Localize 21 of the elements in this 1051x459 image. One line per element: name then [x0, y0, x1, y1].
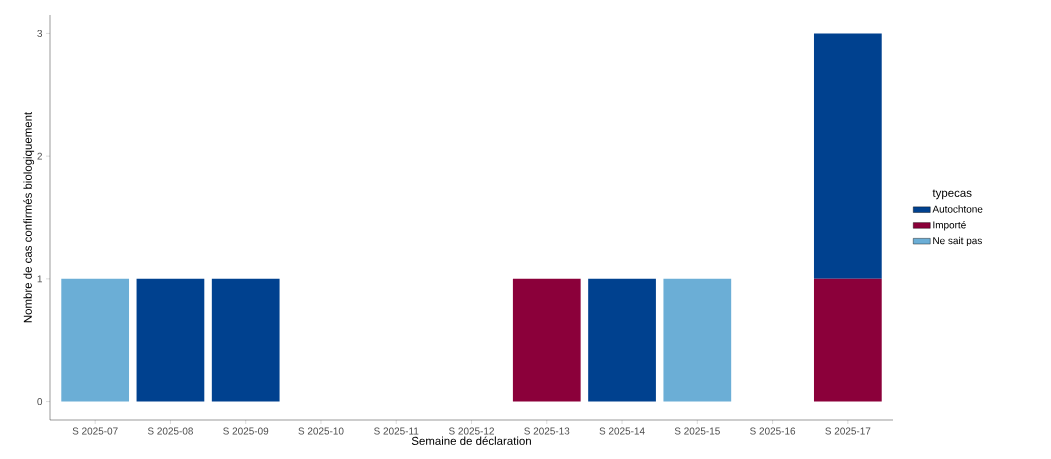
y-tick-label: 1 — [37, 275, 42, 283]
x-tick-label: S 2025-07 — [72, 427, 118, 435]
x-tick-label: S 2025-15 — [674, 427, 720, 435]
x-tick-label: S 2025-12 — [448, 427, 494, 435]
x-tick-label: S 2025-09 — [223, 427, 269, 435]
x-tick-label: S 2025-10 — [298, 427, 344, 435]
y-axis-title: Nombre de cas confirmés biologiquement — [23, 111, 35, 323]
y-tick-label: 3 — [37, 29, 43, 37]
x-tick-label: S 2025-14 — [599, 427, 645, 435]
x-tick-label: S 2025-17 — [825, 427, 871, 435]
y-tick-label: 0 — [37, 398, 43, 406]
legend-title: typecas — [932, 189, 972, 200]
legend-label: Autochtone — [932, 205, 983, 213]
x-tick-label: S 2025-08 — [147, 427, 193, 435]
y-tick-label: 2 — [37, 152, 42, 160]
legend-label: Ne sait pas — [933, 236, 982, 247]
legend-label: Importé — [933, 221, 966, 231]
x-tick-label: S 2025-16 — [750, 427, 796, 435]
x-tick-label: S 2025-13 — [524, 427, 570, 435]
x-axis-title: Semaine de déclaration — [411, 436, 531, 445]
x-tick-label: S 2025-11 — [374, 427, 419, 435]
